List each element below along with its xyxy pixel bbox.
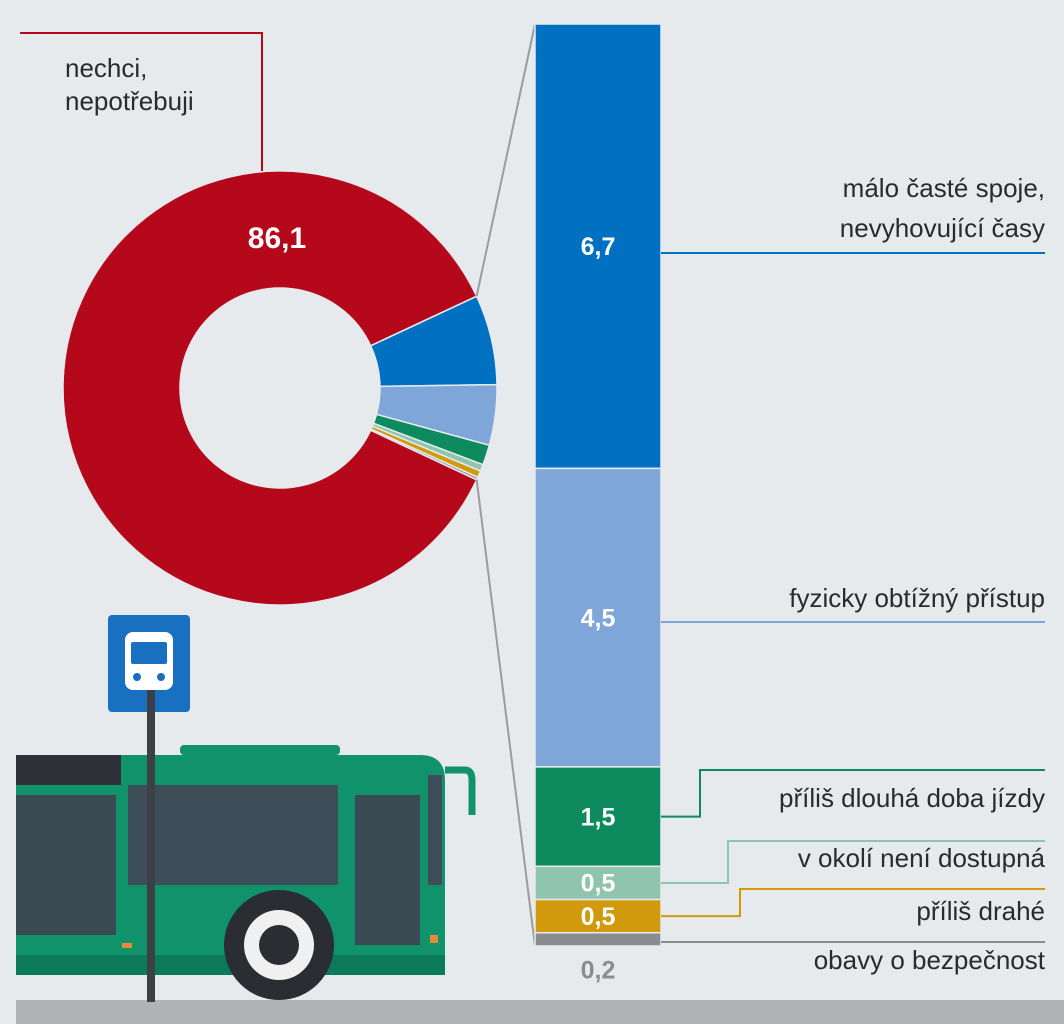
leader-line	[661, 840, 1045, 884]
value-label: 0,2	[581, 957, 616, 985]
donut-slice	[62, 170, 478, 606]
value-label: 86,1	[248, 222, 306, 255]
leader-line	[661, 769, 1045, 818]
category-label: fyzicky obtížný přístup	[789, 583, 1045, 613]
pole	[147, 690, 155, 1002]
category-label: nechci,	[65, 53, 147, 83]
category-label: nepotřebuji	[65, 86, 194, 116]
bar-segment	[534, 898, 662, 934]
category-label: v okolí není dostupná	[798, 843, 1046, 873]
bar-segment	[534, 766, 662, 868]
value-label: 0,5	[581, 903, 616, 931]
category-label: málo časté spoje,	[843, 173, 1045, 203]
bar-segment	[534, 865, 662, 901]
value-label: 1,5	[581, 803, 616, 831]
bus	[16, 745, 476, 1000]
bar-segment	[534, 467, 662, 768]
connector	[475, 23, 536, 297]
category-label: příliš dlouhá doba jízdy	[779, 783, 1045, 813]
leader-line	[20, 32, 263, 171]
value-label: 4,5	[581, 604, 616, 632]
value-label: 6,7	[581, 233, 616, 261]
connector	[475, 479, 536, 947]
bar-segment	[534, 931, 662, 947]
leader-line	[661, 888, 1045, 918]
category-label: příliš drahé	[916, 896, 1045, 926]
value-label: 0,5	[581, 870, 616, 898]
category-label: nevyhovující časy	[840, 213, 1045, 243]
category-label: obavy o bezpečnost	[814, 945, 1046, 975]
ground	[16, 1000, 1064, 1024]
